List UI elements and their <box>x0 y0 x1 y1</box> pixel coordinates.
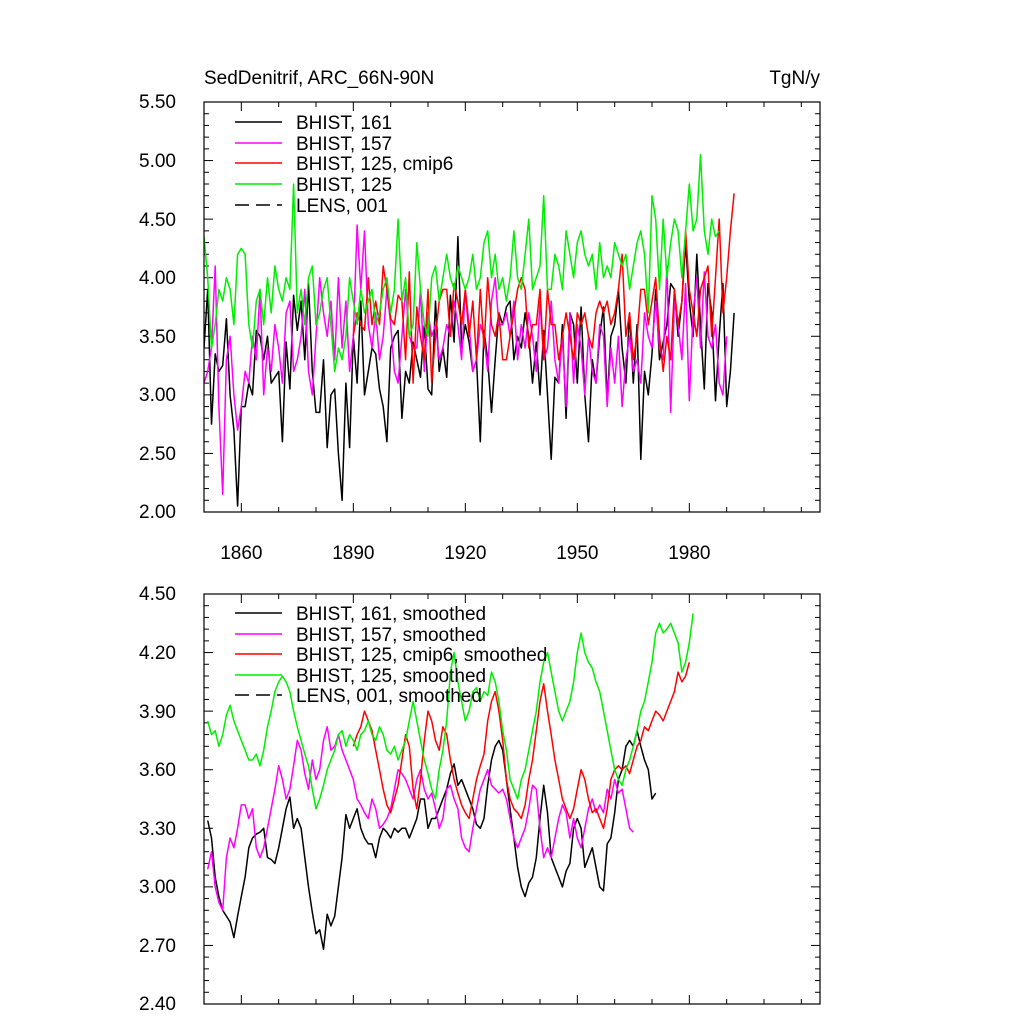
plot-frame <box>203 101 821 513</box>
x-tick-label: 1950 <box>556 543 598 564</box>
legend-label: BHIST, 161, smoothed <box>296 604 486 625</box>
y-tick-label: 2.70 <box>139 936 176 957</box>
series-lines <box>206 613 694 951</box>
series-line <box>206 726 634 912</box>
series-line <box>204 153 720 373</box>
legend: BHIST, 161, smoothed BHIST, 157, smoothe… <box>235 604 547 707</box>
y-tick-label: 4.00 <box>139 268 176 289</box>
bottom-panel: 4.50 4.20 3.90 3.60 3.30 3.00 2.70 2.40 … <box>139 584 821 1015</box>
top-panel: SedDenitrif, ARC_66N-90N TgN/y 5.50 5.00… <box>139 68 821 564</box>
series-line <box>204 235 735 507</box>
y-axis: 4.50 4.20 3.90 3.60 3.30 3.00 2.70 2.40 <box>139 584 176 1015</box>
axis-ticks <box>203 593 820 1005</box>
units-label: TgN/y <box>769 68 820 89</box>
x-tick-label: 1890 <box>332 543 374 564</box>
x-tick-label: 1860 <box>220 543 262 564</box>
legend-label: BHIST, 125 <box>296 175 392 196</box>
legend-label: BHIST, 125, smoothed <box>296 666 486 687</box>
x-tick-label: 1920 <box>444 543 486 564</box>
legend-label: BHIST, 157 <box>296 134 392 155</box>
series-line <box>204 224 728 496</box>
x-axis: 1860 1890 1920 1950 1980 <box>220 543 710 564</box>
chart-title: SedDenitrif, ARC_66N-90N <box>204 68 434 89</box>
y-tick-label: 3.90 <box>139 702 176 723</box>
y-tick-label: 4.20 <box>139 643 176 664</box>
y-tick-label: 5.00 <box>139 151 176 172</box>
legend-label: LENS, 001 <box>296 196 388 217</box>
y-tick-label: 5.50 <box>139 92 176 113</box>
y-axis: 5.50 5.00 4.50 4.00 3.50 3.00 2.50 2.00 <box>139 92 176 523</box>
series-line <box>352 193 735 384</box>
series-line <box>206 613 694 810</box>
y-tick-label: 2.50 <box>139 444 176 465</box>
plot-frame <box>203 593 821 1005</box>
y-tick-label: 3.30 <box>139 819 176 840</box>
series-line <box>352 662 691 830</box>
series-line <box>206 729 657 951</box>
y-tick-label: 3.60 <box>139 760 176 781</box>
legend-label: LENS, 001, smoothed <box>296 686 482 707</box>
y-tick-label: 2.00 <box>139 502 176 523</box>
y-tick-label: 2.40 <box>139 994 176 1015</box>
legend-label: BHIST, 125, cmip6 <box>296 154 453 175</box>
y-tick-label: 3.50 <box>139 327 176 348</box>
series-lines <box>204 153 735 507</box>
legend: BHIST, 161 BHIST, 157 BHIST, 125, cmip6 … <box>235 113 453 217</box>
legend-label: BHIST, 125, cmip6, smoothed <box>296 645 547 666</box>
y-tick-label: 4.50 <box>139 584 176 605</box>
legend-label: BHIST, 161 <box>296 113 392 134</box>
y-tick-label: 3.00 <box>139 877 176 898</box>
legend-label: BHIST, 157, smoothed <box>296 625 486 646</box>
y-tick-label: 3.00 <box>139 385 176 406</box>
y-tick-label: 4.50 <box>139 210 176 231</box>
x-tick-label: 1980 <box>668 543 710 564</box>
